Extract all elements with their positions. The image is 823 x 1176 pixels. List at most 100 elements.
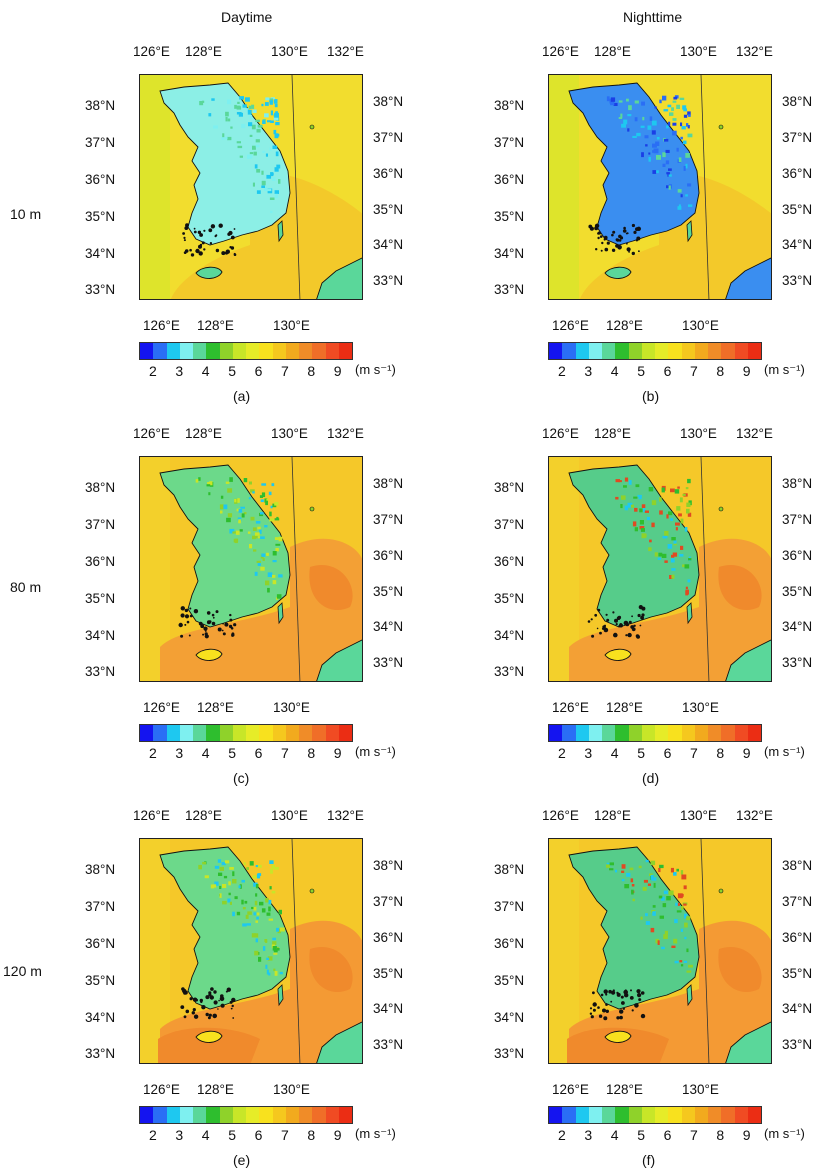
land-speckle (274, 112, 279, 118)
small-island (627, 632, 632, 638)
land-speckle (271, 864, 275, 869)
japan-land (316, 639, 362, 681)
land-speckle (253, 151, 257, 156)
left-lat-tick: 38°N (85, 862, 116, 877)
bottom-lon-tick: 126°E (143, 700, 180, 715)
land-speckle (254, 933, 259, 938)
land-speckle (274, 501, 279, 506)
colorbar-label: 4 (201, 745, 210, 761)
small-island (631, 1009, 634, 1012)
top-lon-tick: 126°E (133, 808, 170, 823)
ulleung-island (718, 124, 724, 130)
land-speckle (620, 113, 623, 118)
land-speckle (240, 506, 245, 509)
colorbar-label: 5 (637, 363, 645, 379)
small-island (594, 226, 599, 231)
land-speckle (247, 911, 252, 915)
column-title-nighttime: Nighttime (623, 9, 683, 25)
small-island (233, 253, 237, 256)
land-speckle (238, 885, 241, 889)
small-island (210, 224, 216, 229)
land-speckle (275, 122, 280, 126)
land-speckle (666, 125, 669, 129)
land-speckle (641, 152, 644, 158)
colorbar-swatch (734, 725, 748, 741)
land-speckle (685, 586, 688, 590)
small-island (206, 611, 211, 615)
left-lat-tick: 36°N (494, 172, 525, 187)
small-island (201, 241, 205, 245)
land-speckle (676, 506, 681, 511)
colorbar-swatch (681, 725, 695, 741)
colorbar-swatch (747, 343, 761, 359)
land-speckle (211, 98, 215, 101)
tsushima-island (277, 984, 284, 1007)
land-speckle (237, 145, 243, 149)
left-lat-tick: 38°N (494, 480, 525, 495)
land-speckle (671, 568, 676, 571)
land-speckle (669, 575, 673, 579)
land-speckle (645, 144, 648, 147)
land-speckle (621, 123, 626, 128)
panel-label: (d) (642, 770, 660, 786)
land-speckle (255, 938, 258, 943)
land-speckle (227, 99, 232, 105)
land-speckle (654, 552, 658, 557)
small-island (597, 1006, 600, 1009)
land-speckle (621, 870, 625, 873)
bottom-lon-tick: 130°E (682, 700, 719, 715)
land-speckle (247, 109, 252, 115)
map-contours (140, 457, 362, 681)
land-speckle (254, 571, 258, 576)
land-speckle (276, 594, 282, 599)
right-lat-tick: 38°N (782, 476, 813, 491)
land-speckle (239, 884, 242, 889)
colorbar-label: 3 (584, 363, 593, 379)
land-speckle (673, 542, 677, 546)
land-speckle (644, 510, 649, 513)
left-lat-tick: 33°N (494, 664, 525, 679)
colorbar-swatch (708, 343, 722, 359)
land-speckle (249, 114, 253, 119)
land-speckle (682, 493, 686, 496)
small-island (606, 618, 610, 622)
right-lat-tick: 38°N (782, 858, 813, 873)
land-speckle (241, 899, 244, 905)
small-island (597, 236, 600, 240)
land-speckle (265, 964, 268, 969)
land-speckle (624, 477, 629, 482)
small-island (640, 1013, 646, 1019)
jeju-island (604, 266, 632, 279)
land-speckle (224, 860, 230, 864)
small-island (641, 613, 645, 617)
land-speckle (274, 537, 279, 540)
land-speckle (256, 128, 261, 133)
land-speckle (624, 884, 630, 889)
land-speckle (234, 538, 238, 544)
land-speckle (663, 934, 668, 939)
land-speckle (631, 884, 635, 887)
jeju-island (195, 648, 223, 661)
top-lon-tick: 126°E (542, 808, 579, 823)
map-contours (140, 839, 362, 1063)
land-speckle (646, 516, 650, 521)
left-lat-tick: 35°N (494, 973, 525, 988)
land-speckle (645, 921, 650, 925)
small-island (224, 251, 229, 255)
left-lat-tick: 34°N (494, 246, 525, 261)
land-speckle (229, 528, 235, 534)
colorbar-label: 9 (333, 1127, 342, 1143)
small-island (602, 1008, 606, 1013)
colorbar-label: 4 (610, 745, 619, 761)
right-lat-tick: 33°N (373, 1037, 404, 1052)
small-island (221, 251, 226, 256)
land-speckle (653, 148, 659, 154)
colorbar-swatch (734, 1107, 748, 1123)
land-speckle (659, 864, 664, 869)
land-speckle (244, 97, 250, 102)
small-island (195, 248, 200, 254)
land-speckle (254, 532, 260, 536)
small-island (208, 993, 212, 997)
small-island (197, 230, 202, 234)
land-speckle (252, 109, 257, 113)
